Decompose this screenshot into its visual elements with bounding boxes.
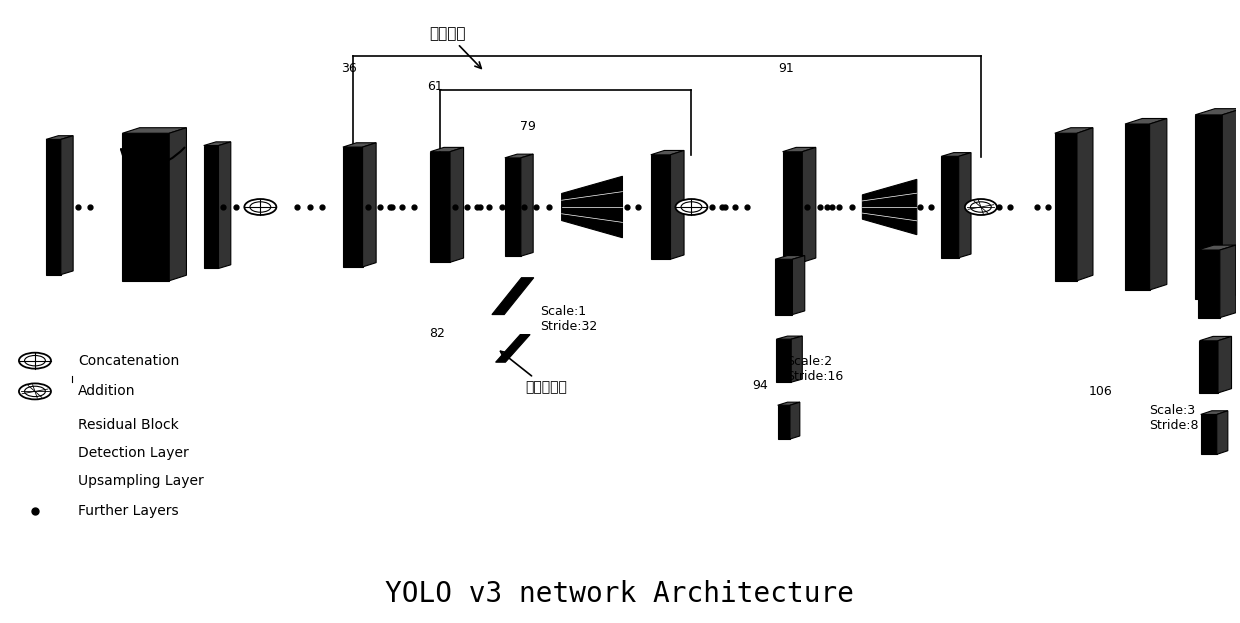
Circle shape <box>19 353 51 369</box>
Polygon shape <box>521 154 533 256</box>
Text: 79: 79 <box>520 120 536 133</box>
Text: 36: 36 <box>341 62 357 75</box>
Polygon shape <box>1078 128 1092 281</box>
Text: Further Layers: Further Layers <box>78 504 179 518</box>
Polygon shape <box>1198 250 1220 318</box>
Polygon shape <box>862 179 916 235</box>
Text: Scale:2
Stride:16: Scale:2 Stride:16 <box>786 354 843 383</box>
Polygon shape <box>505 154 533 158</box>
Circle shape <box>25 386 46 397</box>
Polygon shape <box>802 148 816 262</box>
Polygon shape <box>776 339 791 382</box>
Text: YOLO v3 network Architecture: YOLO v3 network Architecture <box>386 580 854 608</box>
Circle shape <box>250 202 270 212</box>
Polygon shape <box>1149 118 1167 290</box>
Circle shape <box>971 202 991 212</box>
Polygon shape <box>203 146 218 269</box>
Text: Scale:3
Stride:8: Scale:3 Stride:8 <box>1149 404 1199 432</box>
Polygon shape <box>651 151 684 155</box>
Polygon shape <box>775 255 805 259</box>
Polygon shape <box>1199 341 1218 393</box>
Polygon shape <box>46 136 73 140</box>
Polygon shape <box>941 156 959 258</box>
Polygon shape <box>46 140 61 275</box>
Text: 91: 91 <box>779 62 794 75</box>
Text: Upsampling Layer: Upsampling Layer <box>78 473 203 488</box>
Polygon shape <box>1198 245 1236 250</box>
Circle shape <box>681 202 702 212</box>
Circle shape <box>19 383 51 399</box>
Polygon shape <box>651 155 671 259</box>
Polygon shape <box>1195 108 1240 115</box>
Polygon shape <box>1200 414 1216 454</box>
Polygon shape <box>1125 124 1149 290</box>
Polygon shape <box>123 128 186 133</box>
Text: Concatenation: Concatenation <box>78 354 180 368</box>
Polygon shape <box>1055 128 1092 133</box>
Polygon shape <box>777 402 800 405</box>
Polygon shape <box>1216 411 1228 454</box>
Polygon shape <box>1055 133 1078 281</box>
Polygon shape <box>792 255 805 315</box>
Polygon shape <box>362 143 376 267</box>
Polygon shape <box>61 136 73 275</box>
Polygon shape <box>1125 118 1167 124</box>
Polygon shape <box>1199 336 1231 341</box>
Polygon shape <box>776 336 802 339</box>
Polygon shape <box>791 336 802 382</box>
Polygon shape <box>959 153 971 258</box>
Circle shape <box>25 356 46 366</box>
Polygon shape <box>1200 411 1228 414</box>
Polygon shape <box>790 402 800 439</box>
Circle shape <box>965 199 997 215</box>
Polygon shape <box>203 142 231 146</box>
Text: Addition: Addition <box>78 384 135 398</box>
Polygon shape <box>430 148 464 151</box>
Polygon shape <box>671 151 684 259</box>
Polygon shape <box>450 148 464 262</box>
Polygon shape <box>782 151 802 262</box>
Text: 61: 61 <box>428 80 443 93</box>
Polygon shape <box>1220 245 1236 318</box>
Polygon shape <box>496 335 529 362</box>
Text: 106: 106 <box>1089 385 1112 398</box>
Polygon shape <box>505 158 521 256</box>
Polygon shape <box>492 278 533 315</box>
Text: Scale:1
Stride:32: Scale:1 Stride:32 <box>539 305 598 333</box>
Circle shape <box>244 199 277 215</box>
Polygon shape <box>343 143 376 147</box>
Polygon shape <box>777 405 790 439</box>
Polygon shape <box>1218 336 1231 393</box>
Polygon shape <box>1195 115 1223 299</box>
Polygon shape <box>782 148 816 151</box>
Polygon shape <box>430 151 450 262</box>
Polygon shape <box>562 176 622 238</box>
Polygon shape <box>343 147 362 267</box>
Polygon shape <box>775 259 792 315</box>
Polygon shape <box>218 142 231 269</box>
Polygon shape <box>123 133 169 281</box>
Text: Residual Block: Residual Block <box>78 418 179 432</box>
Text: 82: 82 <box>429 326 445 340</box>
Polygon shape <box>941 153 971 156</box>
Text: 94: 94 <box>751 379 768 392</box>
Polygon shape <box>1223 108 1240 299</box>
Polygon shape <box>169 128 186 281</box>
Text: Detection Layer: Detection Layer <box>78 446 188 460</box>
Text: 下采样倍数: 下采样倍数 <box>501 351 567 394</box>
Circle shape <box>676 199 708 215</box>
Text: 网络层数: 网络层数 <box>429 26 481 69</box>
